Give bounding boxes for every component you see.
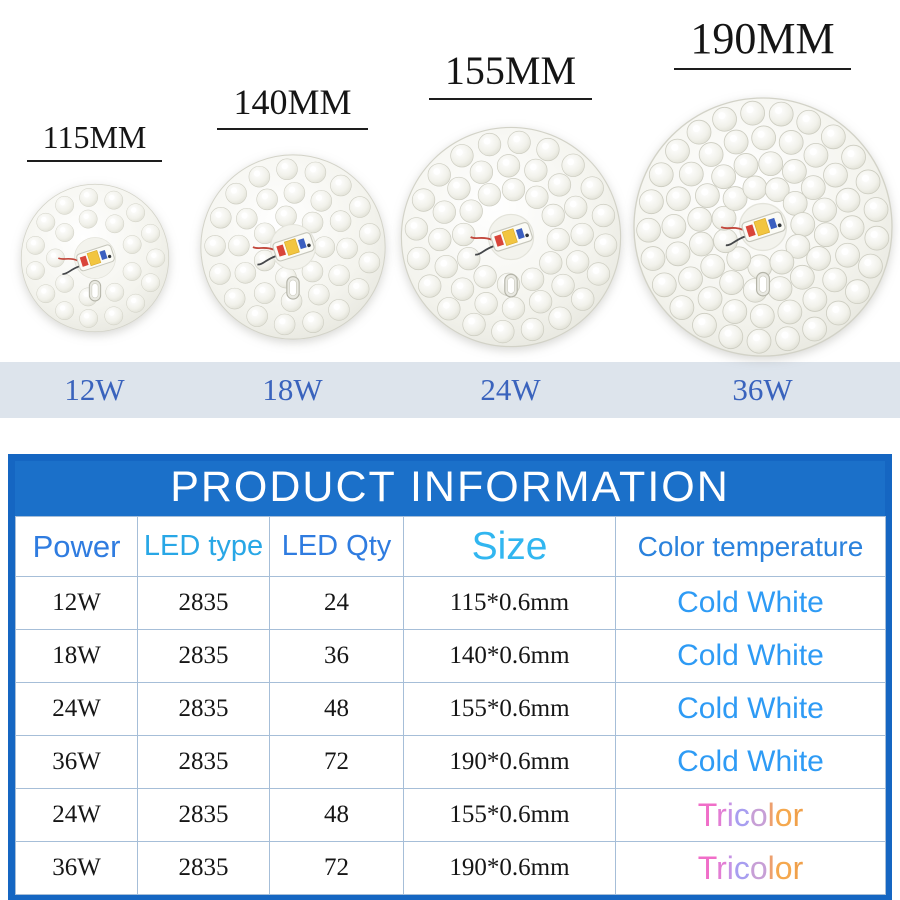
lens-array bbox=[635, 100, 889, 354]
spec-row: 36W 2835 72 190*0.6mm Tricolor bbox=[15, 841, 886, 895]
cell-size: 140*0.6mm bbox=[403, 629, 616, 683]
spec-row: 24W 2835 48 155*0.6mm Cold White bbox=[15, 682, 886, 736]
header-color-temperature: Color temperature bbox=[615, 516, 886, 577]
diameter-label-text: 140MM bbox=[217, 83, 368, 130]
tricolor-letter: T bbox=[697, 849, 717, 886]
cell-size: 155*0.6mm bbox=[403, 788, 616, 842]
cell-color-temp: Cold White bbox=[615, 735, 886, 789]
cell-size: 115*0.6mm bbox=[403, 576, 616, 630]
header-led-qty: LED Qty bbox=[269, 516, 404, 577]
mount-hole bbox=[88, 279, 101, 302]
tricolor-letter: o bbox=[749, 796, 768, 833]
header-size: Size bbox=[403, 516, 616, 577]
spec-header-row: Power LED type LED Qty Size Color temper… bbox=[15, 516, 886, 577]
cell-color-temp: Cold White bbox=[615, 629, 886, 683]
cell-led-qty: 72 bbox=[269, 841, 404, 895]
cell-color-temp: Cold White bbox=[615, 682, 886, 736]
diameter-label: 190MM bbox=[674, 14, 851, 70]
led-module-photo-140mm bbox=[199, 154, 386, 340]
tricolor-letter: T bbox=[697, 796, 717, 833]
diameter-label: 115MM bbox=[26, 119, 163, 162]
product-information: PRODUCT INFORMATION Power LED type LED Q… bbox=[8, 454, 892, 900]
mount-hole bbox=[285, 276, 300, 300]
tricolor-letter: i bbox=[726, 796, 734, 833]
lens-array bbox=[25, 188, 165, 328]
module-column-155mm: 155MM bbox=[396, 0, 625, 362]
cell-led-qty: 48 bbox=[269, 788, 404, 842]
wattage-label-18w: 18W bbox=[262, 372, 323, 407]
cell-color-temp: Tricolor bbox=[615, 788, 886, 842]
mount-hole bbox=[755, 271, 770, 297]
driver-component bbox=[720, 211, 786, 247]
cell-led-type: 2835 bbox=[137, 735, 270, 789]
table-title: PRODUCT INFORMATION bbox=[15, 461, 885, 516]
cell-power: 36W bbox=[15, 841, 138, 895]
driver-component bbox=[469, 222, 533, 256]
tricolor-letter: o bbox=[774, 849, 793, 886]
driver-component bbox=[57, 244, 115, 275]
spec-row: 24W 2835 48 155*0.6mm Tricolor bbox=[15, 788, 886, 842]
diameter-label-text: 115MM bbox=[26, 119, 163, 162]
led-module-photo-190mm bbox=[632, 97, 893, 357]
header-power: Power bbox=[15, 516, 138, 577]
cell-power: 24W bbox=[15, 682, 138, 736]
spec-table: Power LED type LED Qty Size Color temper… bbox=[15, 516, 886, 895]
spec-table-body: 12W 2835 24 115*0.6mm Cold White 18W 2835 36 140… bbox=[15, 576, 886, 895]
mount-hole bbox=[503, 273, 518, 298]
tricolor-letter: i bbox=[726, 849, 734, 886]
wattage-label-36w: 36W bbox=[732, 372, 793, 407]
cell-led-type: 2835 bbox=[137, 682, 270, 736]
spec-row: 12W 2835 24 115*0.6mm Cold White bbox=[15, 576, 886, 630]
module-column-115mm: 115MM bbox=[0, 0, 189, 362]
cell-color-temp: Cold White bbox=[615, 576, 886, 630]
tricolor-letter: c bbox=[733, 796, 750, 833]
product-hero: 115MM 140MM 155MM 190MM bbox=[0, 0, 900, 362]
tricolor-letter: o bbox=[749, 849, 768, 886]
diameter-label: 155MM bbox=[428, 49, 593, 100]
cell-led-type: 2835 bbox=[137, 576, 270, 630]
cell-power: 36W bbox=[15, 735, 138, 789]
driver-component bbox=[252, 232, 315, 266]
tricolor-letter: r bbox=[792, 796, 804, 833]
diameter-label: 140MM bbox=[217, 83, 368, 130]
wattage-label-12w: 12W bbox=[64, 372, 125, 407]
cell-power: 24W bbox=[15, 788, 138, 842]
tricolor-letter: l bbox=[767, 796, 775, 833]
cell-led-qty: 72 bbox=[269, 735, 404, 789]
led-module-photo-115mm bbox=[20, 183, 169, 333]
tricolor-letter: o bbox=[774, 796, 793, 833]
tricolor-letter: c bbox=[733, 849, 750, 886]
lens-array bbox=[203, 158, 380, 336]
tricolor-letter: r bbox=[792, 849, 804, 886]
module-column-140mm: 140MM bbox=[189, 0, 396, 362]
cell-size: 190*0.6mm bbox=[403, 841, 616, 895]
cell-led-qty: 48 bbox=[269, 682, 404, 736]
spec-row: 18W 2835 36 140*0.6mm Cold White bbox=[15, 629, 886, 683]
cell-led-type: 2835 bbox=[137, 629, 270, 683]
wattage-band: 12W 18W 24W 36W bbox=[0, 362, 900, 418]
cell-led-type: 2835 bbox=[137, 788, 270, 842]
header-led-type: LED type bbox=[137, 516, 270, 577]
cell-size: 155*0.6mm bbox=[403, 682, 616, 736]
wattage-label-24w: 24W bbox=[480, 372, 541, 407]
tricolor-letter: l bbox=[767, 849, 775, 886]
cell-color-temp: Tricolor bbox=[615, 841, 886, 895]
cell-led-type: 2835 bbox=[137, 841, 270, 895]
cell-power: 12W bbox=[15, 576, 138, 630]
tricolor-letter: r bbox=[716, 796, 727, 833]
led-module-photo-155mm bbox=[400, 126, 621, 348]
cell-size: 190*0.6mm bbox=[403, 735, 616, 789]
cell-power: 18W bbox=[15, 629, 138, 683]
lens-array bbox=[404, 130, 617, 344]
tricolor-letter: r bbox=[716, 849, 727, 886]
cell-led-qty: 24 bbox=[269, 576, 404, 630]
cell-led-qty: 36 bbox=[269, 629, 404, 683]
diameter-label-text: 155MM bbox=[428, 49, 593, 100]
spec-row: 36W 2835 72 190*0.6mm Cold White bbox=[15, 735, 886, 789]
module-column-190mm: 190MM bbox=[625, 0, 900, 362]
diameter-label-text: 190MM bbox=[674, 14, 851, 70]
